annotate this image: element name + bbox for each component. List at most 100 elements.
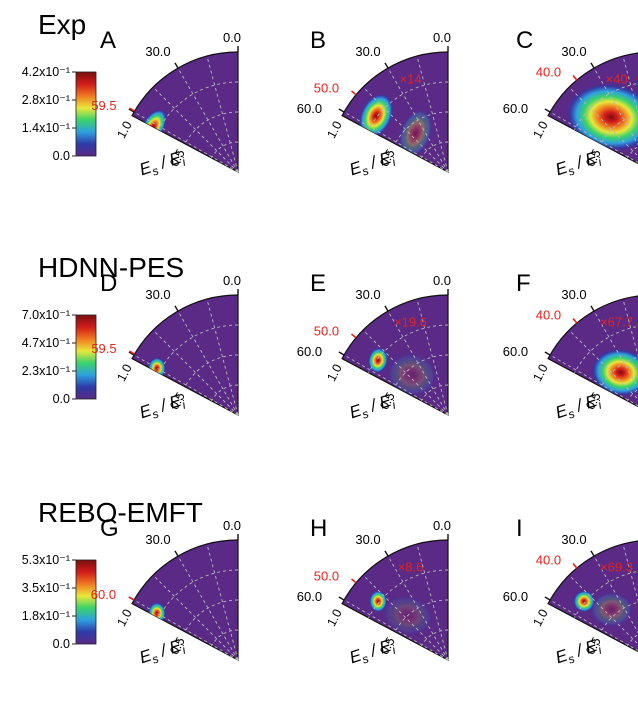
scale-factor-label: ×8.6 xyxy=(398,559,424,574)
colorbar-tick-label: 4.2x10⁻¹ xyxy=(22,65,70,79)
axis-label-part: / xyxy=(364,394,383,416)
grid-arc xyxy=(574,326,638,373)
axis-label-part: / xyxy=(364,151,383,173)
grid-arc xyxy=(394,111,449,145)
grid-spoke xyxy=(416,55,449,173)
axis-label-part: / xyxy=(154,394,173,416)
grid-spoke xyxy=(362,574,449,661)
colorbar-tick-label: 0.0 xyxy=(53,392,70,406)
axis-label-part: i xyxy=(180,155,187,169)
grid-arc xyxy=(368,324,449,373)
angle-label-30: 30.0 xyxy=(355,532,380,547)
scale-factor-label: ×14 xyxy=(400,71,422,86)
grid-arc xyxy=(600,113,638,145)
axis-label-part: / xyxy=(154,151,173,173)
intensity-peak xyxy=(398,108,434,159)
grid-arc xyxy=(158,81,239,130)
energy-label-1: 1.0 xyxy=(324,362,345,384)
angle-tick xyxy=(338,596,345,601)
incident-angle-label: 50.0 xyxy=(314,568,339,583)
angle-label-30: 30.0 xyxy=(145,287,170,302)
axis-label-part: / xyxy=(570,394,589,416)
incident-angle-label: 59.5 xyxy=(91,98,116,113)
colorbar-tick-label: 2.3x10⁻¹ xyxy=(22,364,70,378)
angle-label-0: 0.0 xyxy=(433,30,451,45)
grid-arc xyxy=(211,141,239,159)
grid-arc xyxy=(574,571,638,618)
grid-arc xyxy=(421,384,449,402)
grid-spoke xyxy=(593,555,638,634)
row-2: REBO-EMFT 5.3x10⁻¹ 3.5x10⁻¹ 1.8x10⁻¹ 0.0 0.0 3… xyxy=(22,497,638,670)
colorbar-tick-label: 4.7x10⁻¹ xyxy=(22,336,70,350)
grid-spoke xyxy=(206,298,239,416)
row-title: REBO-EMFT xyxy=(38,497,203,528)
axis-label-part: / xyxy=(364,639,383,661)
incident-angle-label: 40.0 xyxy=(536,307,561,322)
angle-tick xyxy=(590,62,595,69)
angle-tick xyxy=(174,62,179,69)
scale-factor-label: ×19.6 xyxy=(394,314,427,329)
angle-tick xyxy=(590,305,595,312)
angle-tick xyxy=(174,305,179,312)
angle-tick xyxy=(544,596,551,601)
polar-wedge xyxy=(131,51,239,173)
axis-label-part: i xyxy=(596,398,603,412)
grid-spoke xyxy=(568,86,638,157)
grid-spoke xyxy=(152,329,239,416)
angle-tick xyxy=(544,351,551,356)
incident-angle-tick xyxy=(350,578,357,584)
grid-spoke xyxy=(387,555,449,661)
energy-label-1: 1.0 xyxy=(324,607,345,629)
energy-axis-label: Es / Ei xyxy=(137,635,187,670)
colorbar-tick-label: 1.8x10⁻¹ xyxy=(22,609,70,623)
axis-label-part: s xyxy=(150,651,160,666)
axis-label-part: / xyxy=(154,639,173,661)
grid-spoke xyxy=(177,310,239,416)
incident-angle-tick xyxy=(572,562,578,569)
grid-spoke xyxy=(343,111,449,173)
grid-spoke xyxy=(133,599,239,661)
panel-letter: H xyxy=(310,515,327,542)
angle-tick xyxy=(384,62,389,69)
panel-letter: I xyxy=(516,515,523,542)
panel-letter: E xyxy=(310,270,326,297)
axis-label-part: i xyxy=(596,155,603,169)
scale-factor-label: ×69.3 xyxy=(600,559,633,574)
grid-spoke xyxy=(133,111,239,173)
angle-label-30: 30.0 xyxy=(355,287,380,302)
polar-panel-b: 0.030.060.050.0×141.00.5Es / EiB xyxy=(297,27,451,179)
grid-spoke xyxy=(387,310,449,416)
angle-label-60: 60.0 xyxy=(503,101,528,116)
angle-label-0: 0.0 xyxy=(223,30,241,45)
grid-spoke xyxy=(343,354,449,416)
colorbar-tick-label: 7.0x10⁻¹ xyxy=(22,308,70,322)
axis-label-part: i xyxy=(180,643,187,657)
intensity-peak xyxy=(386,352,438,398)
grid-arc xyxy=(421,141,449,159)
grid-spoke xyxy=(549,599,638,652)
panel-letter: A xyxy=(100,27,116,54)
grid-spoke xyxy=(206,543,239,661)
energy-label-1: 1.0 xyxy=(530,119,551,141)
angle-label-30: 30.0 xyxy=(561,44,586,59)
angle-label-0: 0.0 xyxy=(223,518,241,533)
angle-label-60: 60.0 xyxy=(297,589,322,604)
panel-letter: F xyxy=(516,270,531,297)
axis-label-part: s xyxy=(360,406,370,421)
grid-spoke xyxy=(387,67,449,173)
grid-spoke xyxy=(416,298,449,416)
incident-angle-tick xyxy=(350,90,357,96)
angle-label-30: 30.0 xyxy=(561,532,586,547)
angle-tick xyxy=(384,550,389,557)
energy-label-1: 1.0 xyxy=(114,362,135,384)
incident-angle-tick xyxy=(572,74,578,81)
angle-tick xyxy=(338,351,345,356)
angle-tick xyxy=(384,305,389,312)
grid-spoke xyxy=(568,574,638,645)
angle-tick xyxy=(544,108,551,113)
axis-label-part: i xyxy=(390,398,397,412)
polar-panel-f: 0.030.060.040.0×67.71.00.5Es / EiF xyxy=(503,270,638,422)
incident-angle-label: 40.0 xyxy=(536,552,561,567)
energy-label-1: 1.0 xyxy=(114,119,135,141)
